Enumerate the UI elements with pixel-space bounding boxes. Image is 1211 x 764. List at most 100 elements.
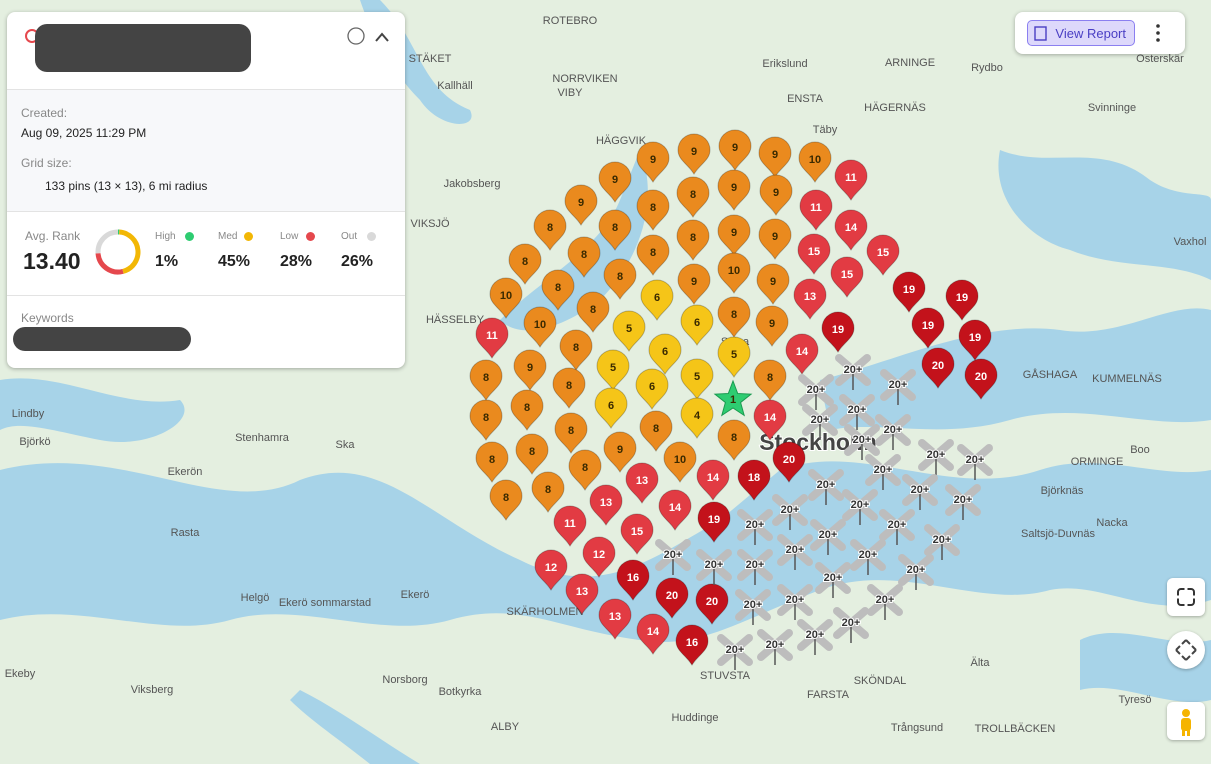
pin-body: [655, 577, 689, 619]
rank-pin: 11: [799, 189, 833, 231]
rank-donut: [95, 229, 141, 275]
rank-pin: 20+: [918, 439, 954, 475]
rank-pin: 9: [598, 161, 632, 203]
rank-pin: 14: [636, 613, 670, 655]
pin-label: 14: [647, 626, 660, 638]
rank-pin: 8: [469, 399, 503, 441]
menu-dot[interactable]: [1156, 38, 1160, 42]
place-label: ALBY: [491, 721, 520, 733]
pin-label: 10: [728, 265, 740, 277]
grid-size: 133 pins (13 × 13), 6 mi radius: [45, 179, 208, 193]
pin-label: 20+: [954, 494, 973, 506]
created-date: Aug 09, 2025 11:29 PM: [21, 126, 147, 140]
pin-body: [753, 359, 787, 401]
pin-label: 15: [808, 246, 820, 258]
pin-label: 20+: [853, 434, 872, 446]
fit-button[interactable]: [1167, 578, 1205, 616]
rank-pin: 20+: [808, 469, 844, 505]
avg-rank: 13.40: [23, 248, 81, 274]
rank-pin: 11: [553, 505, 587, 547]
rank-pin: 20+: [898, 554, 934, 590]
pin-body: [531, 471, 565, 513]
pin-body: [533, 209, 567, 251]
pin-label: 13: [600, 497, 612, 509]
pin-label: 19: [903, 284, 915, 296]
rank-pin: 9: [603, 431, 637, 473]
place-label: TROLLBÄCKEN: [975, 723, 1056, 735]
pin-body: [911, 307, 945, 349]
rank-pin: 8: [753, 359, 787, 401]
rank-pin: 8: [636, 189, 670, 231]
place-label: STUVSTA: [700, 670, 751, 682]
rank-pin: 20: [772, 441, 806, 483]
menu-dot[interactable]: [1156, 31, 1160, 35]
rank-pin: 9: [718, 129, 752, 171]
pin-label: 4: [694, 410, 701, 422]
pin-body: [797, 233, 831, 275]
rank-pin: 20+: [777, 534, 813, 570]
rank-pin: 9: [513, 349, 547, 391]
pin-label: 14: [796, 346, 809, 358]
rank-pin: 19: [958, 319, 992, 361]
pin-body: [552, 367, 586, 409]
pin-label: 8: [573, 342, 579, 354]
rank-pin: 12: [582, 536, 616, 578]
pin-label: 8: [767, 372, 773, 384]
pin-body: [589, 484, 623, 526]
rank-pin: 8: [598, 209, 632, 251]
rank-pin: 18: [737, 459, 771, 501]
pin-label: 8: [653, 423, 659, 435]
pin-body: [834, 159, 868, 201]
pin-body: [753, 399, 787, 441]
place-label: Ekerön: [168, 466, 203, 478]
street-view-button[interactable]: [1167, 702, 1205, 740]
pin-body: [598, 161, 632, 203]
pin-label: 20+: [927, 449, 946, 461]
pin-label: 15: [841, 269, 853, 281]
pin-label: 8: [590, 304, 596, 316]
rank-pin: 8: [489, 479, 523, 521]
rank-pin: 12: [534, 549, 568, 591]
pan-button[interactable]: [1167, 631, 1205, 669]
pin-label: 20+: [844, 364, 863, 376]
pin-label: 20: [783, 454, 795, 466]
place-label: Björknäs: [1041, 485, 1084, 497]
rank-pin: 8: [568, 449, 602, 491]
pin-body: [515, 433, 549, 475]
pin-label: 16: [627, 572, 639, 584]
info-icon[interactable]: [347, 27, 365, 45]
pin-body: [821, 311, 855, 353]
pin-label: 19: [708, 514, 720, 526]
rank-pin: 14: [753, 399, 787, 441]
pin-label: 19: [969, 332, 981, 344]
rank-pin: 20: [655, 577, 689, 619]
pin-label: 9: [732, 142, 738, 154]
pin-label: 20+: [807, 384, 826, 396]
pin-body: [892, 271, 926, 313]
pin-body: [598, 598, 632, 640]
pin-label: 20+: [966, 454, 985, 466]
pin-body: [541, 269, 575, 311]
rank-pin: 20+: [655, 539, 691, 575]
pin-body: [616, 559, 650, 601]
pin-body: [582, 536, 616, 578]
pin-label: 8: [547, 222, 553, 234]
pin-body: [489, 479, 523, 521]
rank-pin: 5: [680, 358, 714, 400]
pin-body: [513, 349, 547, 391]
place-label: Viksberg: [131, 684, 174, 696]
view-report-button[interactable]: View Report: [1027, 20, 1135, 46]
collapse-icon[interactable]: [375, 32, 389, 42]
place-label: Tyresö: [1118, 694, 1151, 706]
pin-label: 6: [654, 292, 660, 304]
pin-body: [676, 219, 710, 261]
pin-label: 11: [486, 330, 498, 342]
keywords-label: Keywords: [21, 311, 74, 325]
rank-pin: 5: [596, 349, 630, 391]
pin-body: [921, 347, 955, 389]
pin-body: [772, 441, 806, 483]
menu-dot[interactable]: [1156, 24, 1160, 28]
pin-label: 19: [956, 292, 968, 304]
